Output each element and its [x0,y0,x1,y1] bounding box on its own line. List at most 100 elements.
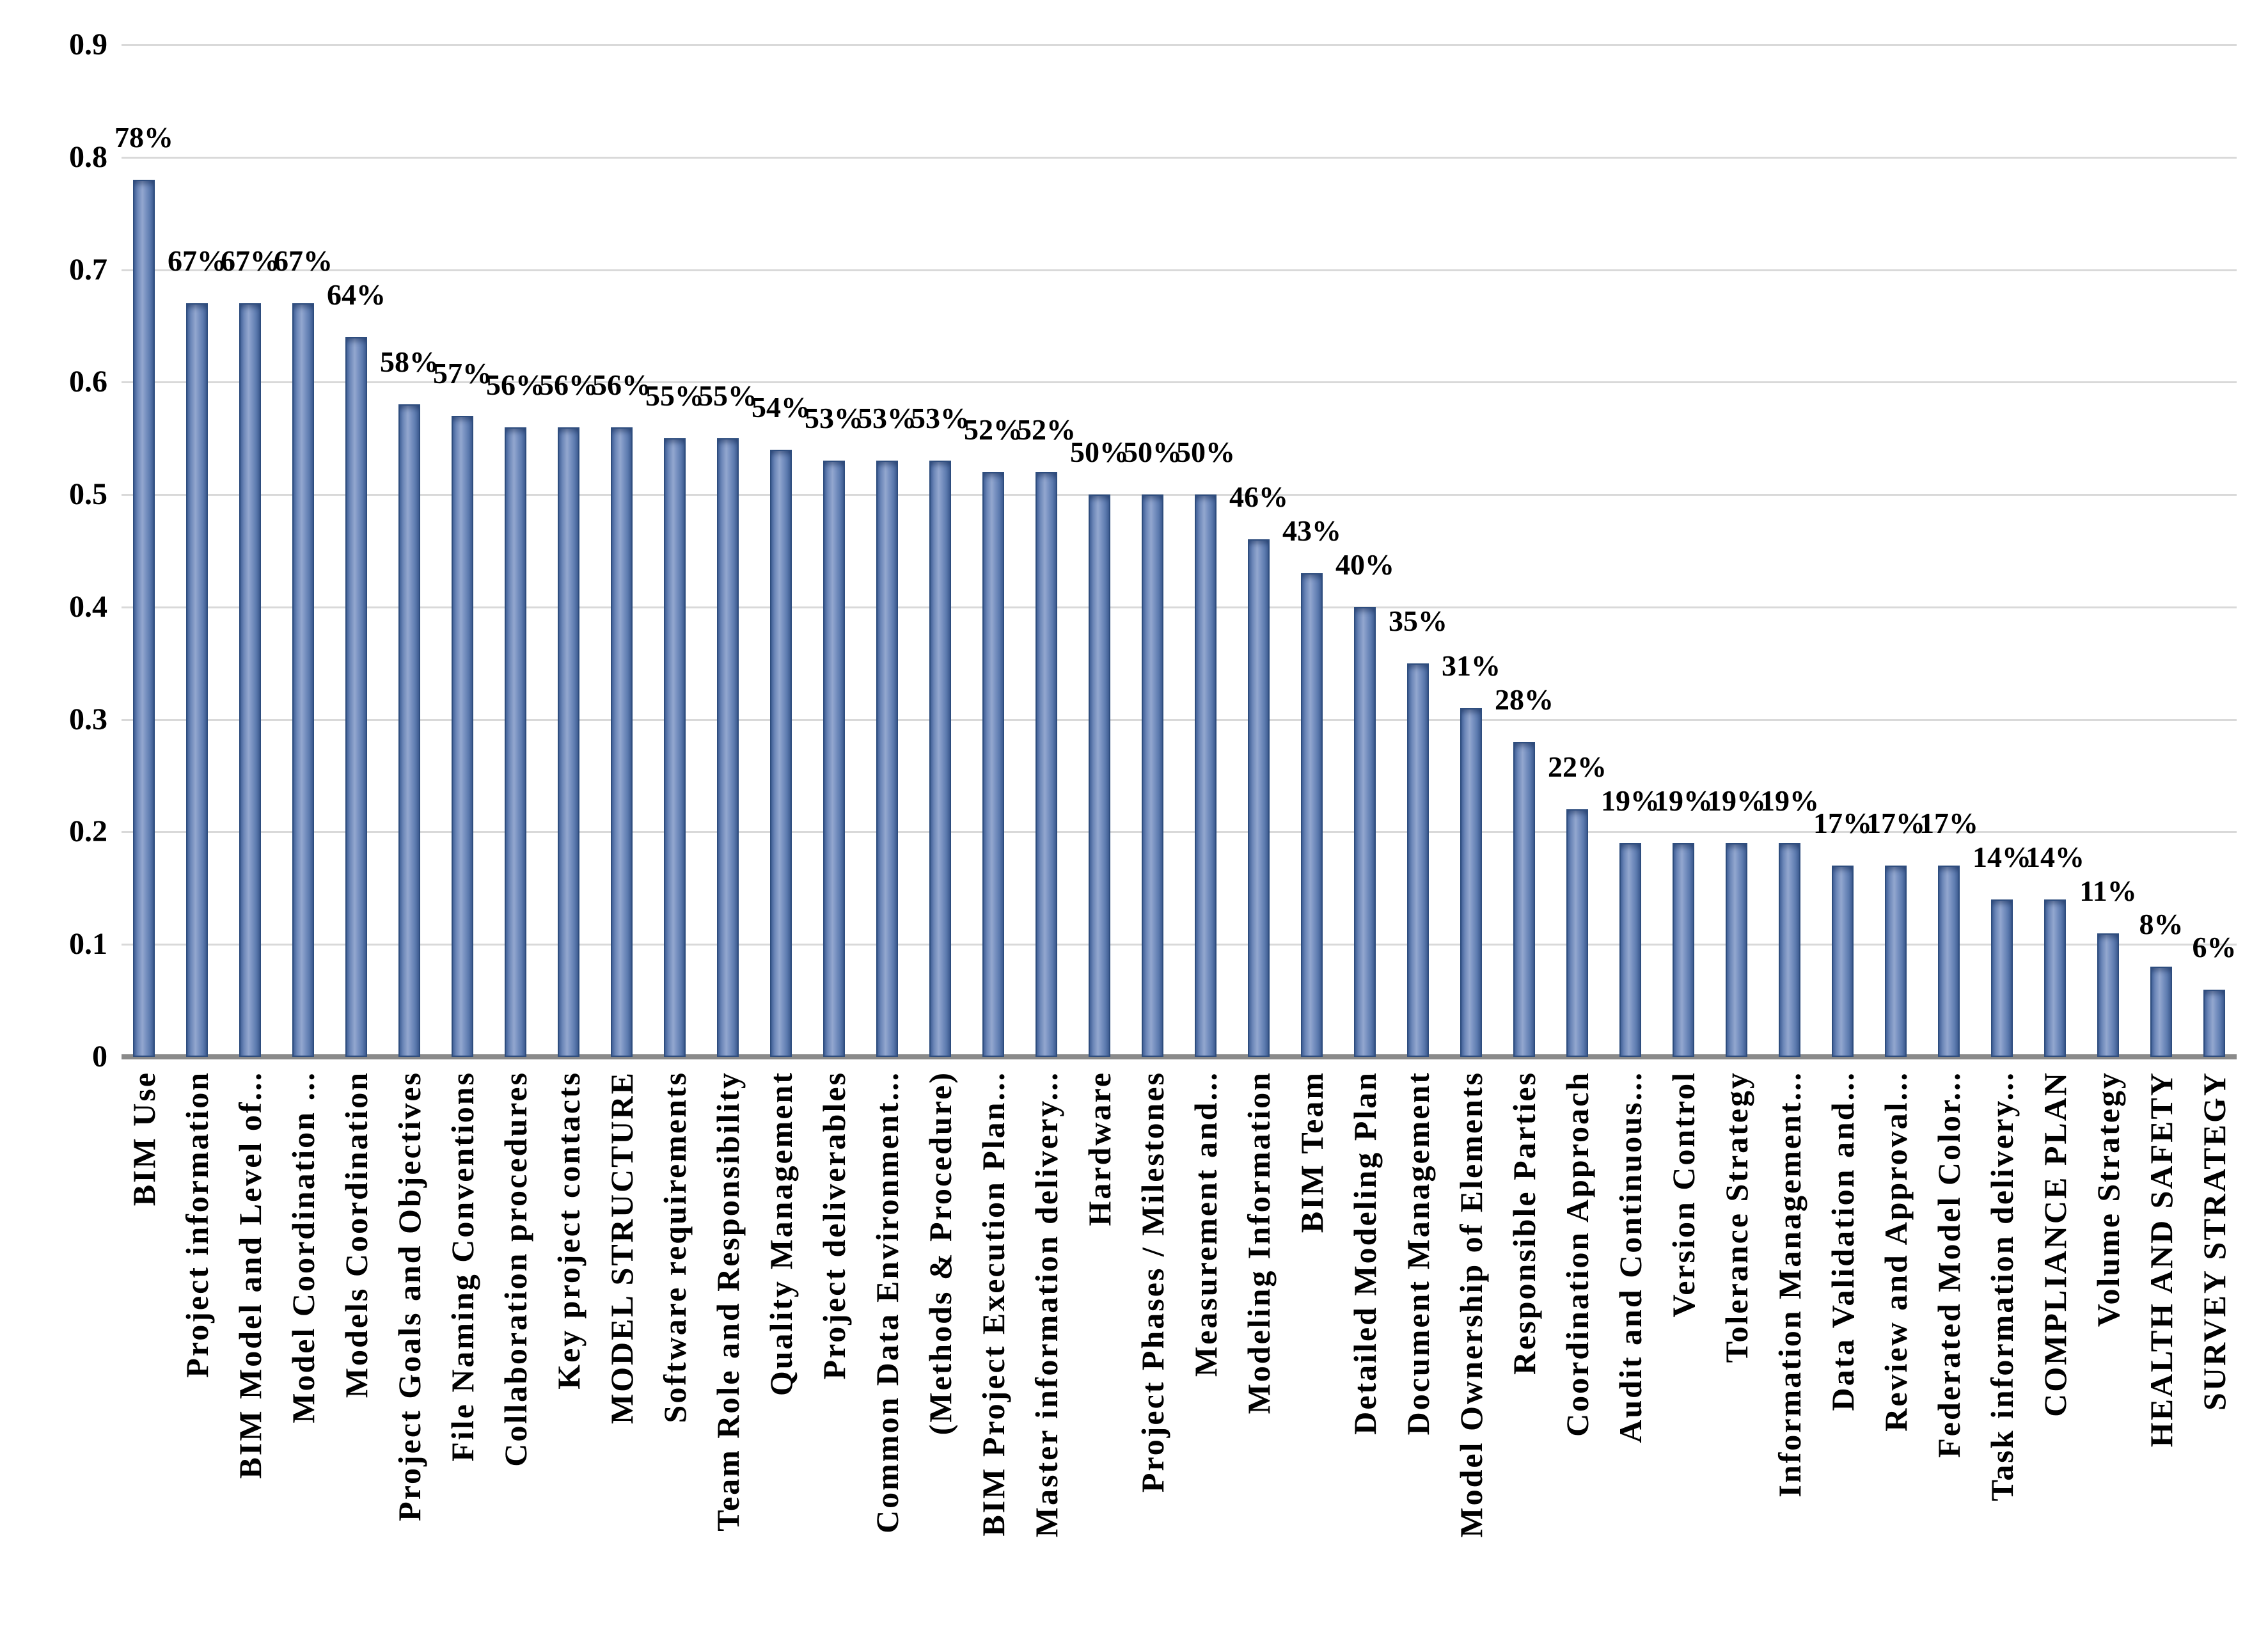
category-label-cell: Quality Management [759,1071,803,1635]
bar-value-label: 58% [380,345,439,378]
bar-value-label: 46% [1229,480,1288,513]
category-label: Master information delivery... [1028,1071,1064,1538]
category-label-cell: Responsible Parties [1502,1071,1546,1635]
category-label-cell: Master information delivery... [1025,1071,1068,1635]
category-label-cell: Audit and Continuous... [1609,1071,1652,1635]
category-label: Project Phases / Milestones [1135,1071,1170,1493]
category-label: Models Coordination [338,1071,374,1398]
bar [1460,708,1482,1057]
category-label-cell: Task information delivery... [1980,1071,2024,1635]
bar-value-label: 11% [2079,875,2137,907]
bar-value-label: 40% [1335,548,1394,581]
category-label: MODEL STRUCTURE [604,1071,640,1425]
category-label: Federated Model Color... [1931,1071,1967,1458]
y-axis-tick-label: 0.5 [69,477,107,512]
bar [1673,843,1694,1057]
bar-value-label: 35% [1389,605,1447,637]
category-label-cell: Tolerance Strategy [1715,1071,1758,1635]
category-label-cell: Models Coordination [335,1071,378,1635]
category-label: Measurement and... [1188,1071,1224,1377]
bar [2203,990,2225,1057]
bar-value-label: 50% [1070,436,1129,468]
bar-value-label: 19% [1707,784,1766,817]
category-label-cell: BIM Use [122,1071,166,1635]
category-label: Team Role and Responsibility [710,1071,746,1532]
category-label-cell: Detailed Modeling Plan [1343,1071,1387,1635]
category-label: Collaboration procedures [498,1071,533,1467]
category-label: Information Management... [1772,1071,1807,1498]
bar-value-label: 53% [805,402,863,434]
category-label-cell: Model Coordination ... [281,1071,325,1635]
category-label-cell: Common Data Environment... [865,1071,909,1635]
bar-value-label: 22% [1548,750,1607,783]
bar [770,450,792,1057]
category-label: Model Ownership of Elements [1453,1071,1489,1538]
category-label-cell: BIM Model and Level of... [228,1071,272,1635]
category-label: Version Control [1666,1071,1701,1318]
category-label: Review and Approval... [1878,1071,1914,1432]
category-label: Common Data Environment... [869,1071,905,1533]
category-label: Detailed Modeling Plan [1347,1071,1383,1435]
category-label: BIM Project Execution Plan... [975,1071,1011,1537]
y-axis-tick-label: 0 [92,1040,107,1073]
gridline [122,831,2237,834]
category-label: Responsible Parties [1506,1071,1542,1375]
category-label-cell: Project Goals and Objectives [388,1071,431,1635]
x-axis-line [122,1054,2237,1059]
category-label: HEALTH AND SAFETY [2143,1071,2179,1448]
bar [1513,742,1535,1057]
y-axis-tick-label: 0.8 [69,139,107,174]
bar [186,303,208,1057]
bar [1832,866,1854,1057]
bar-value-label: 56% [486,368,545,401]
bar-value-label: 50% [1176,436,1235,468]
category-label: BIM Use [126,1071,162,1207]
category-label-cell: COMPLIANCE PLAN [2033,1071,2077,1635]
bar [345,337,367,1057]
category-label-cell: Team Role and Responsibility [706,1071,750,1635]
category-label: COMPLIANCE PLAN [2037,1071,2073,1417]
category-label-cell: Project information [175,1071,219,1635]
bar-value-label: 19% [1601,784,1660,817]
category-label: Tolerance Strategy [1719,1071,1754,1363]
y-axis-tick-label: 0.4 [69,589,107,624]
bar [1354,607,1376,1057]
bar [876,461,898,1057]
bar-value-label: 14% [1973,841,2031,873]
bar-value-label: 6% [2192,931,2237,963]
category-label-cell: Measurement and... [1184,1071,1227,1635]
category-label: Task information delivery... [1984,1071,2020,1501]
gridline [122,156,2237,159]
gridline [122,381,2237,384]
y-axis-tick-label: 0.7 [69,252,107,287]
bar [2044,899,2066,1057]
gridline [122,44,2237,46]
category-label-cell: SURVEY STRATEGY [2193,1071,2236,1635]
bar-value-label: 14% [2026,841,2084,873]
y-axis-tick-label: 0.3 [69,702,107,736]
category-label: File Naming Conventions [445,1071,480,1462]
bar [558,427,579,1057]
bar [1195,495,1217,1057]
category-label-cell: Software requirements [653,1071,697,1635]
bar [1938,866,1960,1057]
bar-value-label: 78% [114,121,173,154]
category-label: BIM Team [1294,1071,1330,1233]
category-label: Software requirements [657,1071,693,1423]
y-axis-tick-label: 0.6 [69,365,107,399]
category-label: (Methods & Procedure) [922,1071,958,1436]
category-label-cell: Model Ownership of Elements [1449,1071,1493,1635]
bar-value-label: 64% [327,278,386,311]
category-label-cell: Data Validation and... [1821,1071,1864,1635]
category-label-cell: File Naming Conventions [441,1071,484,1635]
bar [2097,933,2119,1057]
bar [717,438,739,1057]
bar-value-label: 52% [964,413,1023,446]
bar [611,427,633,1057]
category-label-cell: Key project contacts [547,1071,590,1635]
category-label: Model Coordination ... [285,1071,321,1423]
bar [823,461,845,1057]
bar [1301,573,1323,1057]
gridline [122,606,2237,608]
bar [1885,866,1907,1057]
